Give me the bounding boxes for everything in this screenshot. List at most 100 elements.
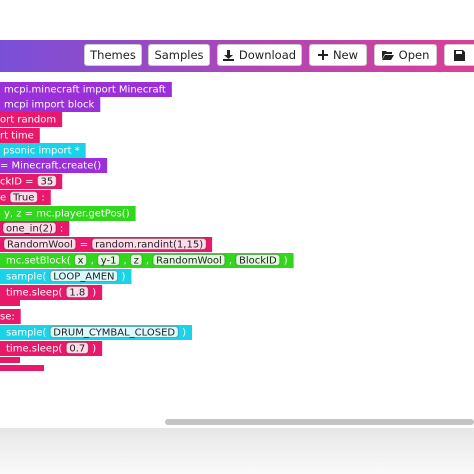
block-body — [0, 206, 136, 221]
block-text: se: — [0, 312, 15, 323]
block-text: y, z = mc.player.getPos() — [4, 209, 130, 220]
block-field — [37, 175, 57, 187]
footer-shade — [0, 428, 474, 474]
open-button[interactable]: Open — [374, 44, 437, 66]
code-block: sample( LOOP_AMEN) — [0, 269, 132, 284]
plus-icon — [317, 50, 328, 60]
button-label: New — [332, 48, 359, 62]
block-field — [97, 254, 120, 266]
block-text: mc.setBlock( — [6, 256, 71, 267]
block-field — [49, 270, 119, 282]
field-text: z — [134, 256, 139, 267]
block-text: , — [146, 256, 149, 267]
code-block: mcpi import block — [0, 97, 101, 112]
button-label: Download — [238, 48, 297, 62]
field-text: 0.7 — [69, 344, 85, 355]
download-icon — [222, 49, 234, 61]
block-text: ) — [92, 344, 96, 355]
block-text: , — [123, 256, 126, 267]
code-block: e True: — [0, 190, 51, 205]
block-body — [0, 128, 40, 143]
block-text: ) — [284, 256, 288, 267]
field-text: y-1 — [101, 256, 117, 267]
block-field — [49, 326, 179, 338]
code-block: sample( DRUM_CYMBAL_CLOSED) — [0, 325, 193, 340]
block-text: ) — [182, 328, 186, 339]
field-text: one_in(2) — [6, 224, 53, 235]
block-body — [0, 309, 21, 324]
block-field — [74, 254, 88, 266]
block-field — [65, 286, 89, 298]
new-button[interactable]: New — [309, 44, 367, 66]
field-text: 35 — [41, 177, 54, 188]
code-block: rt time — [0, 128, 40, 143]
toolbar: Themes Samples Download New Open — [0, 40, 474, 72]
block-text: time.sleep( — [6, 288, 62, 299]
field-text: LOOP_AMEN — [53, 272, 114, 283]
block-text: , — [91, 256, 94, 267]
field-text: BlockID — [239, 256, 277, 267]
block-body — [0, 97, 101, 112]
block-end — [0, 300, 20, 306]
field-text: RandomWool — [156, 256, 222, 267]
block-text: ckID = — [0, 177, 34, 188]
block-body — [0, 158, 108, 173]
block-text: time.sleep( — [6, 344, 62, 355]
button-label: Samples — [154, 48, 204, 62]
block-field — [65, 342, 89, 354]
code-block: ckID = 35 — [0, 174, 63, 189]
block-text: mcpi.minecraft import Minecraft — [4, 85, 166, 96]
code-block: one_in(2): — [0, 221, 70, 236]
code-block: mc.setBlock( x, y-1, z, RandomWool, BlockID) — [0, 253, 294, 268]
save-icon — [454, 49, 465, 61]
field-text: DRUM_CYMBAL_CLOSED — [53, 328, 175, 339]
block-body — [0, 82, 172, 97]
themes-button[interactable]: Themes — [84, 44, 142, 66]
block-text: e — [0, 193, 6, 204]
block-text: : — [41, 193, 44, 204]
field-text: RandomWool — [7, 240, 73, 251]
block-field — [2, 222, 57, 234]
button-label: Open — [398, 48, 430, 62]
block-text: ) — [122, 272, 126, 283]
code-block: se: — [0, 309, 21, 324]
block-body — [0, 143, 86, 158]
block-text: rt time — [0, 131, 34, 142]
code-block: time.sleep( 1.8) — [0, 285, 103, 300]
block-text: sample( — [6, 328, 46, 339]
block-end — [0, 357, 20, 363]
block-text: ort random — [0, 115, 56, 126]
field-text: 1.8 — [69, 288, 85, 299]
block-text: : — [60, 224, 63, 235]
download-button[interactable]: Download — [217, 44, 302, 66]
block-end — [0, 365, 44, 371]
save-button[interactable] — [444, 44, 474, 66]
code-block: RandomWool = random.randint(1,15) — [0, 237, 213, 252]
code-block: time.sleep( 0.7) — [0, 341, 103, 356]
block-text: = — [80, 240, 88, 251]
button-label: Themes — [90, 48, 136, 62]
block-field — [130, 254, 143, 266]
block-field — [91, 238, 207, 250]
field-text: x — [78, 256, 84, 267]
block-field — [9, 191, 38, 203]
block-text: sample( — [6, 272, 46, 283]
block-text: psonic import * — [3, 146, 80, 157]
block-text: , — [229, 256, 232, 267]
block-text: ) — [92, 288, 96, 299]
samples-button[interactable]: Samples — [148, 44, 210, 66]
code-block: y, z = mc.player.getPos() — [0, 206, 136, 221]
block-field — [152, 254, 226, 266]
block-text: = Minecraft.create() — [0, 161, 101, 172]
scrollbar[interactable] — [165, 419, 474, 425]
field-text: True — [12, 193, 34, 204]
code-block: ort random — [0, 112, 63, 127]
code-block: = Minecraft.create() — [0, 158, 108, 173]
block-field — [3, 238, 77, 250]
block-field — [235, 254, 281, 266]
block-body — [0, 112, 63, 127]
code-block: mcpi.minecraft import Minecraft — [0, 82, 172, 97]
editor: mcpi.minecraft import Minecraft mcpi impo… — [0, 82, 474, 425]
block-text: mcpi import block — [4, 100, 94, 111]
